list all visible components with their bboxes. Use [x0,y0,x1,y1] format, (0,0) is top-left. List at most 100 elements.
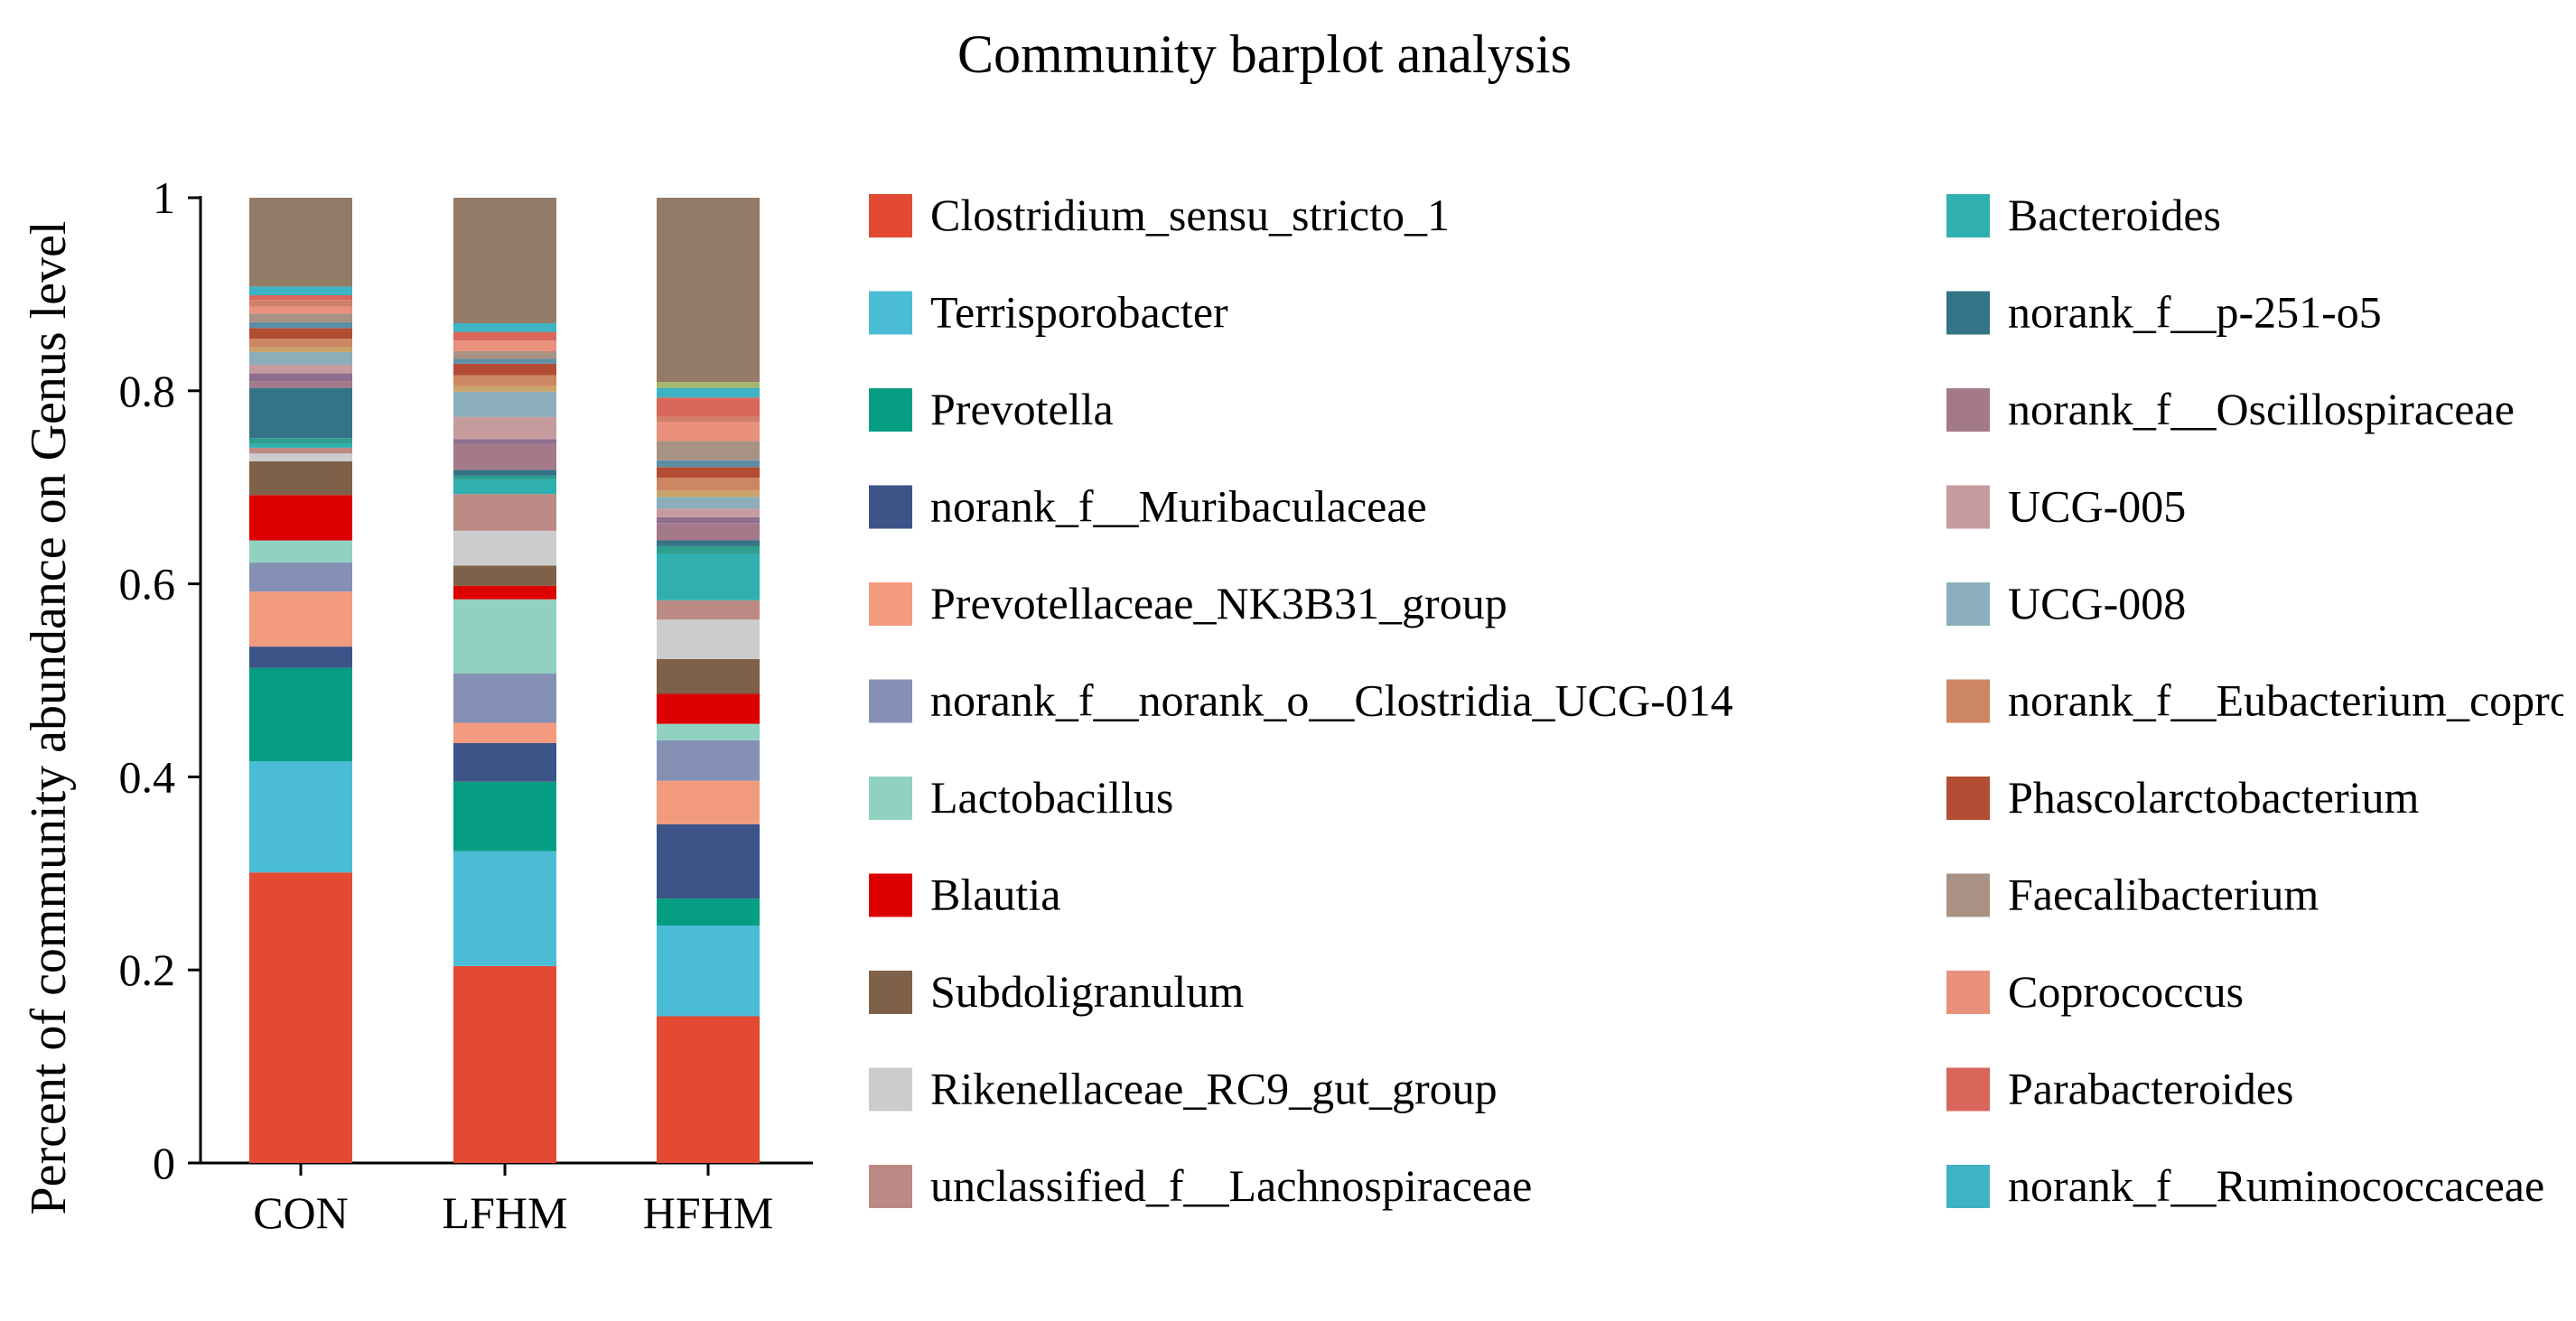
bar-segment: LFHM — norank_f__Eubacterium_coprostanol… [453,375,556,386]
legend-swatch [1946,485,1990,529]
legend-item: Coprococcus [1946,966,2244,1017]
bar-stack-con: CON — Clostridium_sensu_stricto_1: 0.301… [249,198,352,1163]
legend-swatch [869,971,912,1014]
legend-label: Bacteroides [2008,190,2221,240]
legend-label: Subdoligranulum [930,966,1244,1017]
legend-item: Prevotella [869,384,1114,434]
bar-segment: HFHM — minor genus: 0.006 [657,516,760,524]
y-tick-label: 0.2 [119,944,176,995]
legend-item: Prevotellaceae_NK3B31_group [869,578,1507,628]
x-tick-label: CON [253,1187,349,1238]
bar-segment: HFHM — others: 0.19099999999999973 [657,198,760,383]
legend-item: Faecalibacterium [1946,870,2319,920]
bar-segment: CON — Prevotellaceae_NK3B31_group: 0.057 [249,591,352,647]
legend-label: Lactobacillus [930,772,1173,823]
bar-segment: LFHM — norank_f__Oscillospiraceae: 0.027 [453,443,556,470]
legend-item: Blautia [869,870,1060,920]
bar-segment: LFHM — UCG-005: 0.023 [453,416,556,440]
bar-segment: HFHM — norank_f__Muribaculaceae: 0.077 [657,823,760,899]
legend-label: Faecalibacterium [2008,870,2319,920]
legend-item: Lactobacillus [869,772,1173,823]
bar-segment: HFHM — norank_f__p-251-o5: 0.006 [657,540,760,546]
bar-segment: CON — minor genus: 0.007 [249,300,352,307]
legend-label: Rikenellaceae_RC9_gut_group [930,1064,1498,1114]
bar-segment: LFHM — Coprococcus: 0.011 [453,340,556,351]
bar-segment: CON — Blautia: 0.047 [249,495,352,541]
bar-segment: HFHM — Phascolarctobacterium: 0.011 [657,467,760,479]
legend-label: unclassified_f__Lachnospiraceae [930,1160,1532,1211]
legend-item: norank_f__p-251-o5 [1946,287,2382,338]
bar-segment: HFHM — Prevotella: 0.028 [657,898,760,926]
y-tick-label: 0.8 [119,366,176,416]
bar-segment: LFHM — Prevotella: 0.072 [453,781,556,851]
bar-segment: LFHM — minor genus: 0.005 [453,358,556,364]
bar-segment: CON — minor genus: 0.006 [249,438,352,444]
bar-segment: LFHM — Rikenellaceae_RC9_gut_group: 0.03… [453,530,556,566]
bar-segment: LFHM — Prevotellaceae_NK3B31_group: 0.02… [453,722,556,743]
legend-swatch [1946,1165,1990,1208]
x-tick-label: LFHM [443,1187,568,1238]
bar-segment: LFHM — minor genus: 0.006 [453,386,556,392]
bar-segment: CON — Coprococcus: 0.007 [249,306,352,314]
legend-label: UCG-008 [2008,578,2186,628]
legend-label: norank_f__p-251-o5 [2008,287,2382,338]
legend-swatch [869,1067,912,1112]
legend-item: norank_f__Ruminococcaceae [1946,1160,2544,1211]
legend-label: Prevotellaceae_NK3B31_group [930,578,1507,628]
bar-segment: HFHM — norank_f__Ruminococcaceae: 0.01 [657,387,760,398]
bar-segment: CON — Clostridium_sensu_stricto_1: 0.301 [249,872,352,1163]
bar-segment: LFHM — Lactobacillus: 0.077 [453,599,556,674]
legend-label: Coprococcus [2008,966,2244,1017]
bar-segment: HFHM — minor genus: 0.006 [657,382,760,388]
bar-segment: CON — Terrisporobacter: 0.115 [249,761,352,873]
bar-segment: CON — norank_f__norank_o__Clostridia_UCG… [249,563,352,592]
legend-label: norank_f__Oscillospiraceae [2008,384,2515,434]
bar-segment: CON — UCG-008: 0.013 [249,352,352,365]
legend-item: norank_f__Oscillospiraceae [1946,384,2515,434]
bar-segment: LFHM — norank_f__p-251-o5: 0.006 [453,470,556,476]
legend-label: UCG-005 [2008,481,2186,532]
bar-segment: CON — Bacteroides: 0.004 [249,443,352,448]
legend-item: Parabacteroides [1946,1064,2294,1114]
bar-segment: LFHM — Terrisporobacter: 0.119 [453,851,556,966]
legend-label: Parabacteroides [2008,1064,2294,1114]
bar-segment: HFHM — minor genus: 0.005 [657,416,760,423]
bar-segment: CON — Parabacteroides: 0.005 [249,294,352,301]
bar-segment: CON — others: 0.09199999999999964 [249,198,352,287]
legend-swatch [1946,971,1990,1014]
legend-item: norank_f__norank_o__Clostridia_UCG-014 [869,675,1733,726]
legend-swatch [869,582,912,626]
bar-segment: HFHM — UCG-008: 0.012 [657,497,760,509]
bar-segment: CON — Prevotella: 0.097 [249,667,352,762]
legend: Clostridium_sensu_stricto_1 Terrisporobac… [869,190,2576,1211]
bar-segment: HFHM — minor genus: 0.007 [657,460,760,468]
legend-swatch [869,194,912,237]
bar-segment: LFHM — norank_f__norank_o__Clostridia_UC… [453,674,556,723]
legend-swatch [1946,291,1990,335]
bar-segment: CON — Faecalibacterium: 0.009 [249,313,352,322]
legend-item: UCG-005 [1946,481,2186,532]
bar-segment: HFHM — Bacteroides: 0.048 [657,554,760,600]
bar-segment: HFHM — Faecalibacterium: 0.02 [657,441,760,460]
bar-segment: CON — minor genus: 0.008 [249,373,352,382]
bar-segment: LFHM — unclassified_f__Lachnospiraceae: … [453,494,556,531]
legend-swatch [869,679,912,723]
bar-segment: CON — Subdoligranulum: 0.035 [249,460,352,496]
legend-label: norank_f__Eubacterium_coprostanoligenes_… [2008,675,2576,726]
x-tick-label: HFHM [643,1187,773,1238]
y-tick-label: 0.4 [119,751,176,802]
legend-swatch [1946,679,1990,723]
legend-swatch [1946,194,1990,237]
bar-segment: HFHM — Coprococcus: 0.02 [657,422,760,442]
bar-segment: CON — norank_f__Ruminococcaceae: 0.009 [249,286,352,295]
plot-area: 0 0.2 0.4 0.6 0.8 1 CON — Clostridium_sensu_st… [119,172,813,1238]
bar-segment: LFHM — norank_f__Muribaculaceae: 0.04 [453,742,556,782]
legend-item: unclassified_f__Lachnospiraceae [869,1160,1532,1211]
bar-segment: CON — Lactobacillus: 0.023 [249,540,352,563]
bar-segment: LFHM — minor genus: 0.005 [453,439,556,444]
bar-segment: LFHM — minor genus: 0.004 [453,475,556,480]
legend-label: norank_f__norank_o__Clostridia_UCG-014 [930,675,1733,726]
legend-swatch [1946,873,1990,917]
bar-segment: LFHM — Faecalibacterium: 0.008 [453,350,556,359]
